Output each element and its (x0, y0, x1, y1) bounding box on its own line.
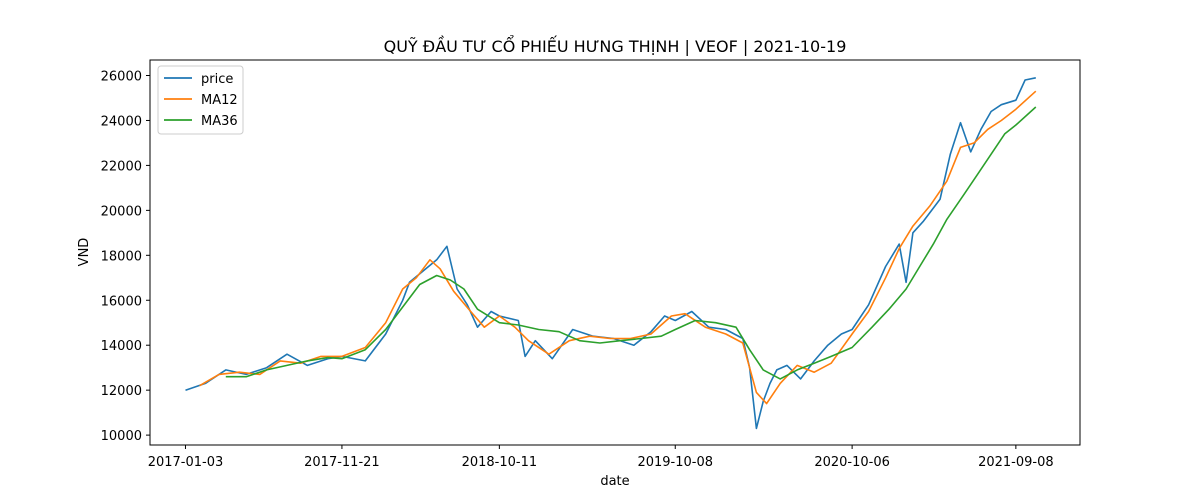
plot-area (149, 59, 1081, 446)
series-line-ma36 (225, 106, 1037, 380)
x-tick-label: 2017-01-03 (148, 455, 224, 470)
y-tick-label: 16000 (101, 294, 142, 309)
legend: price MA12 MA36 (157, 65, 244, 135)
series-layer (185, 77, 1037, 430)
series-line-price (185, 77, 1036, 430)
y-axis: 10000 12000 14000 16000 18000 20000 22000 24000… (101, 70, 150, 444)
series-line-ma12 (199, 90, 1037, 405)
legend-label: price (201, 72, 233, 87)
x-tick-label: 2020-10-06 (814, 455, 890, 470)
y-tick-label: 18000 (101, 249, 142, 264)
legend-label: MA36 (201, 114, 238, 129)
y-axis-title: VND (77, 238, 92, 267)
y-tick-label: 14000 (101, 339, 142, 354)
x-tick-label: 2021-09-08 (978, 455, 1054, 470)
legend-label: MA12 (201, 93, 238, 108)
y-tick-label: 20000 (101, 204, 142, 219)
y-tick-label: 26000 (101, 70, 142, 85)
x-tick-label: 2018-10-11 (462, 455, 538, 470)
y-tick-label: 10000 (101, 429, 142, 444)
legend-box (157, 65, 244, 135)
x-tick-label: 2019-10-08 (637, 455, 713, 470)
chart-title: QUỸ ĐẦU TƯ CỔ PHIẾU HƯNG THỊNH | VEOF | … (384, 35, 847, 56)
x-tick-label: 2017-11-21 (304, 455, 380, 470)
y-tick-label: 12000 (101, 384, 142, 399)
y-tick-label: 24000 (101, 114, 142, 129)
x-axis: 2017-01-03 2017-11-21 2018-10-11 2019-10-08… (148, 445, 1054, 470)
x-axis-title: date (600, 474, 629, 489)
y-tick-label: 22000 (101, 159, 142, 174)
